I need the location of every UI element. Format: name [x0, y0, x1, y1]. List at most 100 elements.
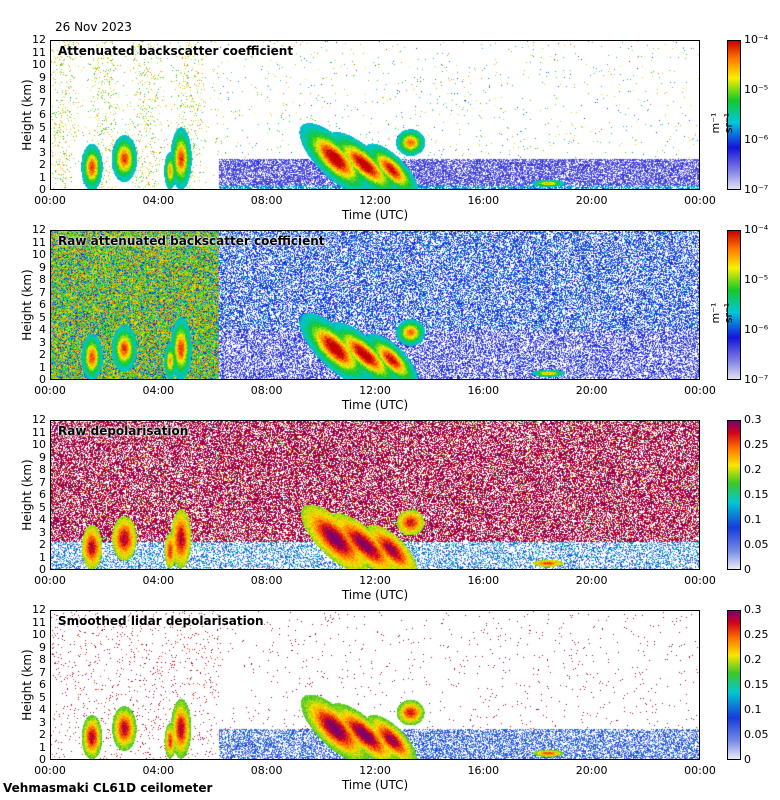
colorbar-tick-label: 0.3	[744, 603, 762, 616]
colorbar-unit: m⁻¹ sr⁻¹	[709, 302, 735, 324]
colorbar-tick-label: 10⁻⁴	[744, 223, 769, 236]
heatmap-canvas	[51, 421, 699, 569]
plot-area: Raw attenuated backscatter coefficient	[50, 230, 700, 380]
colorbar-tick-label: 0.05	[744, 538, 769, 551]
x-tick-label: 12:00	[359, 574, 391, 587]
y-tick-label: 7	[39, 475, 46, 489]
colorbar	[727, 610, 741, 760]
colorbar-tick-label: 0.15	[744, 488, 769, 501]
y-tick-label: 8	[39, 653, 46, 666]
y-tick-label: 5	[39, 310, 46, 324]
x-tick-label: 16:00	[467, 574, 500, 587]
colorbar	[727, 420, 741, 570]
x-tick-label: 08:00	[250, 764, 283, 777]
y-tick-label: 10	[32, 58, 46, 71]
y-axis-label: Height (km)	[20, 459, 34, 531]
y-tick-label: 12	[32, 33, 46, 46]
colorbar-tick-label: 0.1	[744, 513, 762, 526]
x-tick-label: 12:00	[359, 194, 391, 207]
y-tick-label: 0	[39, 753, 46, 766]
x-tick-label: 16:00	[467, 384, 500, 397]
y-tick-label: 2	[39, 158, 46, 171]
y-tick-label: 1	[39, 360, 46, 374]
y-tick-label: 9	[39, 640, 46, 654]
colorbar-tick-label: 10⁻⁷	[744, 183, 769, 196]
x-tick-label: 16:00	[467, 764, 500, 777]
x-tick-label: 20:00	[575, 194, 608, 207]
colorbar-tick-label: 0	[744, 753, 751, 766]
x-tick-label: 00:00	[684, 574, 716, 587]
panel-title: Attenuated backscatter coefficient	[58, 44, 294, 58]
x-tick-label: 12:00	[359, 384, 391, 397]
x-tick-label: 04:00	[142, 764, 175, 777]
x-tick-label: 00:00	[34, 764, 66, 777]
heatmap-canvas	[51, 231, 699, 379]
colorbar-tick-label: 0.2	[744, 653, 762, 666]
x-tick-label: 04:00	[142, 574, 175, 587]
y-tick-label: 3	[39, 525, 46, 539]
y-tick-label: 5	[39, 690, 46, 704]
x-tick-label: 20:00	[575, 574, 608, 587]
y-tick-label: 12	[32, 603, 46, 616]
y-tick-label: 5	[39, 120, 46, 134]
date-label: 26 Nov 2023	[55, 20, 132, 34]
colorbar-tick-label: 0.25	[744, 438, 769, 451]
y-tick-label: 9	[39, 70, 46, 84]
x-axis-label: Time (UTC)	[341, 398, 409, 412]
y-tick-label: 7	[39, 95, 46, 109]
y-axis-label: Height (km)	[20, 79, 34, 151]
y-tick-label: 7	[39, 285, 46, 299]
colorbar-tick-label: 10⁻⁶	[744, 133, 769, 146]
y-tick-label: 6	[39, 298, 46, 311]
colorbar-tick-label: 0.1	[744, 703, 762, 716]
colorbar	[727, 230, 741, 380]
colorbar-tick-label: 10⁻⁵	[744, 83, 769, 96]
colorbar-tick-label: 0	[744, 563, 751, 576]
y-tick-label: 0	[39, 183, 46, 196]
y-tick-label: 1	[39, 170, 46, 184]
colorbar	[727, 40, 741, 190]
x-axis-label: Time (UTC)	[341, 778, 409, 792]
y-tick-label: 10	[32, 628, 46, 641]
colorbar-tick-label: 10⁻⁴	[744, 33, 769, 46]
x-tick-label: 08:00	[250, 194, 283, 207]
y-tick-label: 12	[32, 223, 46, 236]
plot-area: Raw depolarisation	[50, 420, 700, 570]
x-tick-label: 20:00	[575, 384, 608, 397]
panel-title: Raw depolarisation	[58, 424, 189, 438]
x-tick-label: 04:00	[142, 384, 175, 397]
y-tick-label: 12	[32, 413, 46, 426]
y-tick-label: 1	[39, 550, 46, 564]
y-tick-label: 8	[39, 273, 46, 286]
colorbar-tick-label: 10⁻⁷	[744, 373, 769, 386]
y-tick-label: 9	[39, 450, 46, 464]
x-axis-label: Time (UTC)	[341, 588, 409, 602]
x-tick-label: 08:00	[250, 574, 283, 587]
y-tick-label: 9	[39, 260, 46, 274]
x-axis-label: Time (UTC)	[341, 208, 409, 222]
chart-panel-4: Smoothed lidar depolarisation 0 1 2 3 4 5 6 7 8 9 1…	[0, 604, 780, 800]
x-tick-label: 12:00	[359, 764, 391, 777]
y-tick-label: 2	[39, 348, 46, 361]
x-tick-label: 00:00	[34, 194, 66, 207]
x-tick-label: 00:00	[684, 384, 716, 397]
colorbar-tick-label: 0.3	[744, 413, 762, 426]
chart-panel-1: Attenuated backscatter coefficient 0 1 2 3 4 5…	[0, 34, 780, 230]
colorbar-tick-label: 10⁻⁵	[744, 273, 769, 286]
y-tick-label: 0	[39, 373, 46, 386]
y-tick-label: 2	[39, 538, 46, 551]
colorbar-tick-label: 0.05	[744, 728, 769, 741]
y-tick-label: 10	[32, 248, 46, 261]
x-tick-label: 16:00	[467, 194, 500, 207]
colorbar-tick-label: 0.25	[744, 628, 769, 641]
panel-title: Raw attenuated backscatter coefficient	[58, 234, 325, 248]
y-tick-label: 6	[39, 108, 46, 121]
y-tick-label: 3	[39, 715, 46, 729]
colorbar-unit: m⁻¹ sr⁻¹	[709, 112, 735, 134]
plot-area: Smoothed lidar depolarisation	[50, 610, 700, 760]
y-tick-label: 4	[39, 133, 46, 146]
heatmap-canvas	[51, 611, 699, 759]
y-axis-label: Height (km)	[20, 269, 34, 341]
panel-title: Smoothed lidar depolarisation	[58, 614, 264, 628]
y-tick-label: 1	[39, 740, 46, 754]
